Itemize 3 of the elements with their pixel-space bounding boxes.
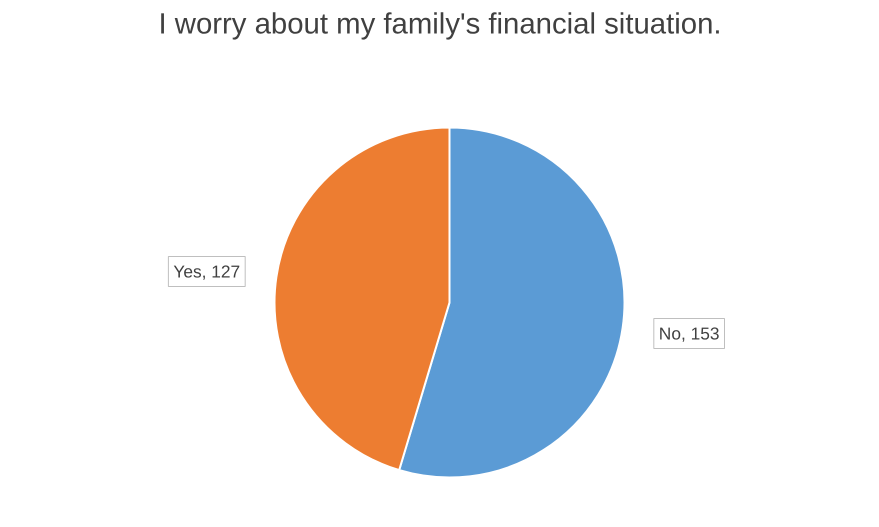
slice-label: No, 153 xyxy=(658,323,720,344)
slice-label: Yes, 127 xyxy=(173,262,240,282)
chart-title: I worry about my family's financial situation. xyxy=(158,8,722,40)
